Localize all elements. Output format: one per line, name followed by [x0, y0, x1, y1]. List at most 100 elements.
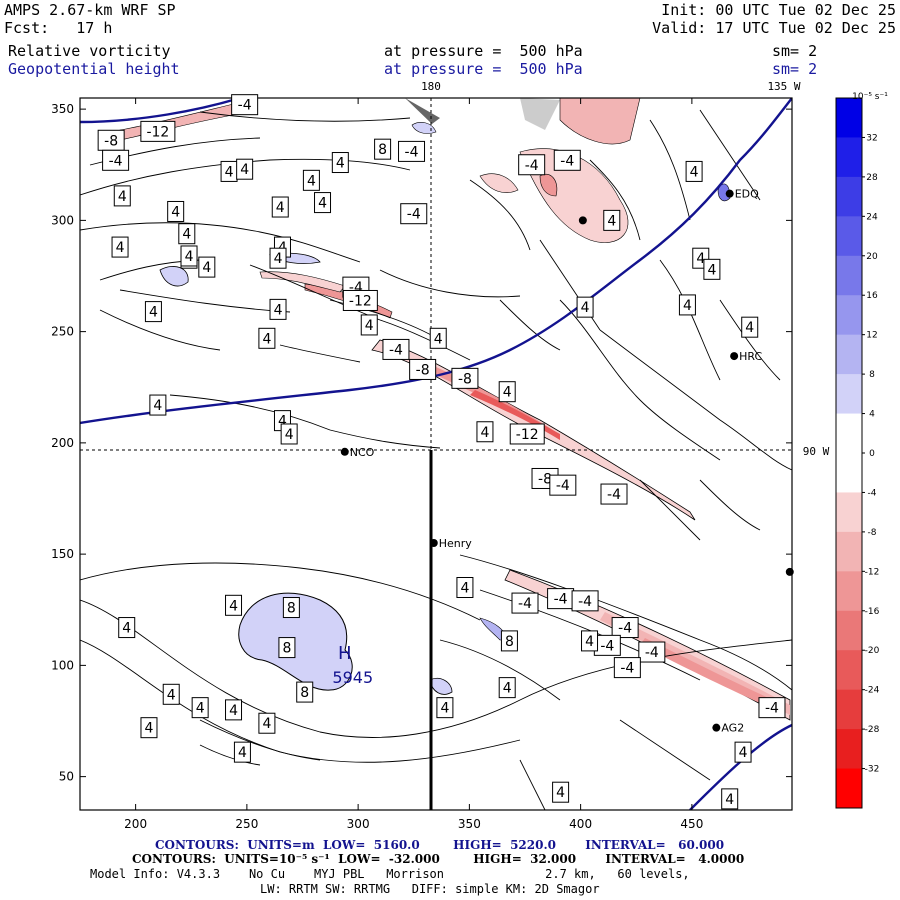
label-box	[603, 209, 621, 231]
label-box	[342, 289, 378, 311]
label-box	[271, 196, 289, 218]
label-box	[721, 788, 739, 810]
label-text: 4	[262, 331, 271, 347]
label-text: 4	[274, 251, 283, 267]
label-box	[269, 298, 287, 320]
label-text: 4	[167, 687, 176, 703]
vorticity-contour-label: -4	[102, 149, 130, 171]
label-box	[613, 657, 641, 679]
station-label: NCO	[350, 446, 375, 459]
label-text: -12	[349, 293, 372, 309]
vorticity-contour-label: 4	[741, 316, 759, 338]
vorticity-contour-label: -4	[398, 140, 426, 162]
vorticity-contour-label: -4	[638, 641, 666, 663]
label-text: -4	[620, 661, 634, 677]
vorticity-contour-label: 4	[331, 152, 349, 174]
label-text: -4	[518, 596, 532, 612]
label-text: -4	[607, 487, 621, 503]
label-box	[456, 577, 474, 598]
label-box	[118, 617, 136, 639]
label-text: -4	[407, 207, 421, 223]
colorbar-label: 20	[866, 252, 878, 262]
label-text: 4	[145, 721, 154, 737]
vorticity-contour-label: -8	[409, 358, 437, 380]
vorticity-contour-label: -4	[553, 149, 581, 171]
colorbar-segment	[836, 334, 862, 375]
label-text: -4	[238, 98, 252, 114]
vorticity-contour-label: 4	[149, 394, 167, 416]
label-text: 4	[440, 701, 449, 717]
label-box	[331, 152, 349, 174]
station-dot	[340, 447, 349, 456]
plot-frame	[79, 97, 793, 811]
field1-level: at pressure = 500 hPa	[384, 42, 583, 60]
vorticity-contour-label: 4	[476, 421, 494, 443]
x-tick-label: 250	[235, 817, 258, 831]
label-text: 4	[725, 792, 734, 808]
colorbar-segment	[836, 374, 862, 415]
vorticity-contour-label: 4	[360, 314, 378, 336]
label-box	[703, 258, 721, 280]
station-dot	[725, 189, 734, 198]
vorticity-contour-label: -4	[571, 590, 599, 612]
label-box	[296, 681, 314, 703]
vorticity-contour-label: 4	[220, 160, 238, 182]
vorticity-contour-label: 4	[271, 196, 289, 218]
station-dot	[785, 567, 794, 576]
label-box	[180, 245, 198, 267]
colorbar-segment	[836, 768, 862, 809]
vorticity-contour-label: 8	[374, 138, 392, 160]
label-box	[518, 154, 546, 176]
label-text: 4	[116, 240, 125, 256]
station-label: Henry	[439, 537, 473, 550]
colorbar-label: 32	[866, 133, 877, 143]
label-text: 4	[118, 189, 127, 205]
label-box	[111, 236, 129, 258]
vorticity-contour-label: 4	[721, 788, 739, 810]
label-text: 4	[480, 425, 489, 441]
label-box	[409, 358, 437, 380]
map-field	[80, 98, 792, 810]
vorticity-contour-label: 4	[685, 160, 703, 182]
vorticity-contour-label: 8	[282, 597, 300, 619]
label-text: 4	[149, 305, 158, 321]
label-text: 4	[745, 320, 754, 336]
lon-label-90w: 90 W	[803, 445, 830, 458]
colorbar-label: -28	[865, 725, 880, 735]
vorticity-contour-label: 4	[703, 258, 721, 280]
vorticity-contour-label: 4	[269, 298, 287, 320]
colorbar-label: 12	[866, 331, 877, 341]
colorbar-label: 16	[866, 291, 878, 301]
label-box	[741, 316, 759, 338]
colorbar-segment	[836, 650, 862, 691]
label-box	[113, 185, 131, 207]
vorticity-contour-label: 4	[734, 741, 752, 763]
colorbar-segment	[836, 689, 862, 730]
y-tick-label: 300	[51, 213, 74, 227]
colorbar-segment	[836, 98, 862, 138]
label-text: 4	[196, 701, 205, 717]
valid-time: Valid: 17 UTC Tue 02 Dec 25	[652, 19, 896, 37]
colorbar-label: 24	[866, 212, 878, 222]
x-tick-label: 450	[680, 817, 703, 831]
label-text: 4	[276, 200, 285, 216]
colorbar-segment	[836, 729, 862, 770]
label-box	[167, 200, 185, 222]
model-title: AMPS 2.67-km WRF SP	[4, 1, 176, 19]
colorbar-label: -24	[865, 686, 880, 696]
label-text: 8	[287, 601, 296, 617]
vorticity-contour-info: CONTOURS: UNITS=10⁻⁵ s⁻¹ LOW= -32.000 HI…	[132, 852, 745, 866]
vorticity-contour-label: 4	[258, 327, 276, 349]
colorbar-unit: 10⁻⁵ s⁻¹	[852, 92, 888, 102]
vorticity-contour-label: 4	[269, 247, 287, 269]
label-text: 4	[153, 398, 162, 414]
vorticity-contour-label: 4	[258, 712, 276, 734]
vorticity-contour-label: 4	[314, 192, 332, 214]
vorticity-contour-label: 4	[167, 200, 185, 222]
vorticity-contour-label: 4	[576, 296, 594, 318]
vorticity-contour-label: 4	[162, 683, 180, 705]
vorticity-contour-label: -12	[140, 120, 176, 142]
station-dot	[429, 539, 438, 547]
label-text: 4	[225, 164, 234, 180]
x-tick-label: 200	[124, 817, 147, 831]
